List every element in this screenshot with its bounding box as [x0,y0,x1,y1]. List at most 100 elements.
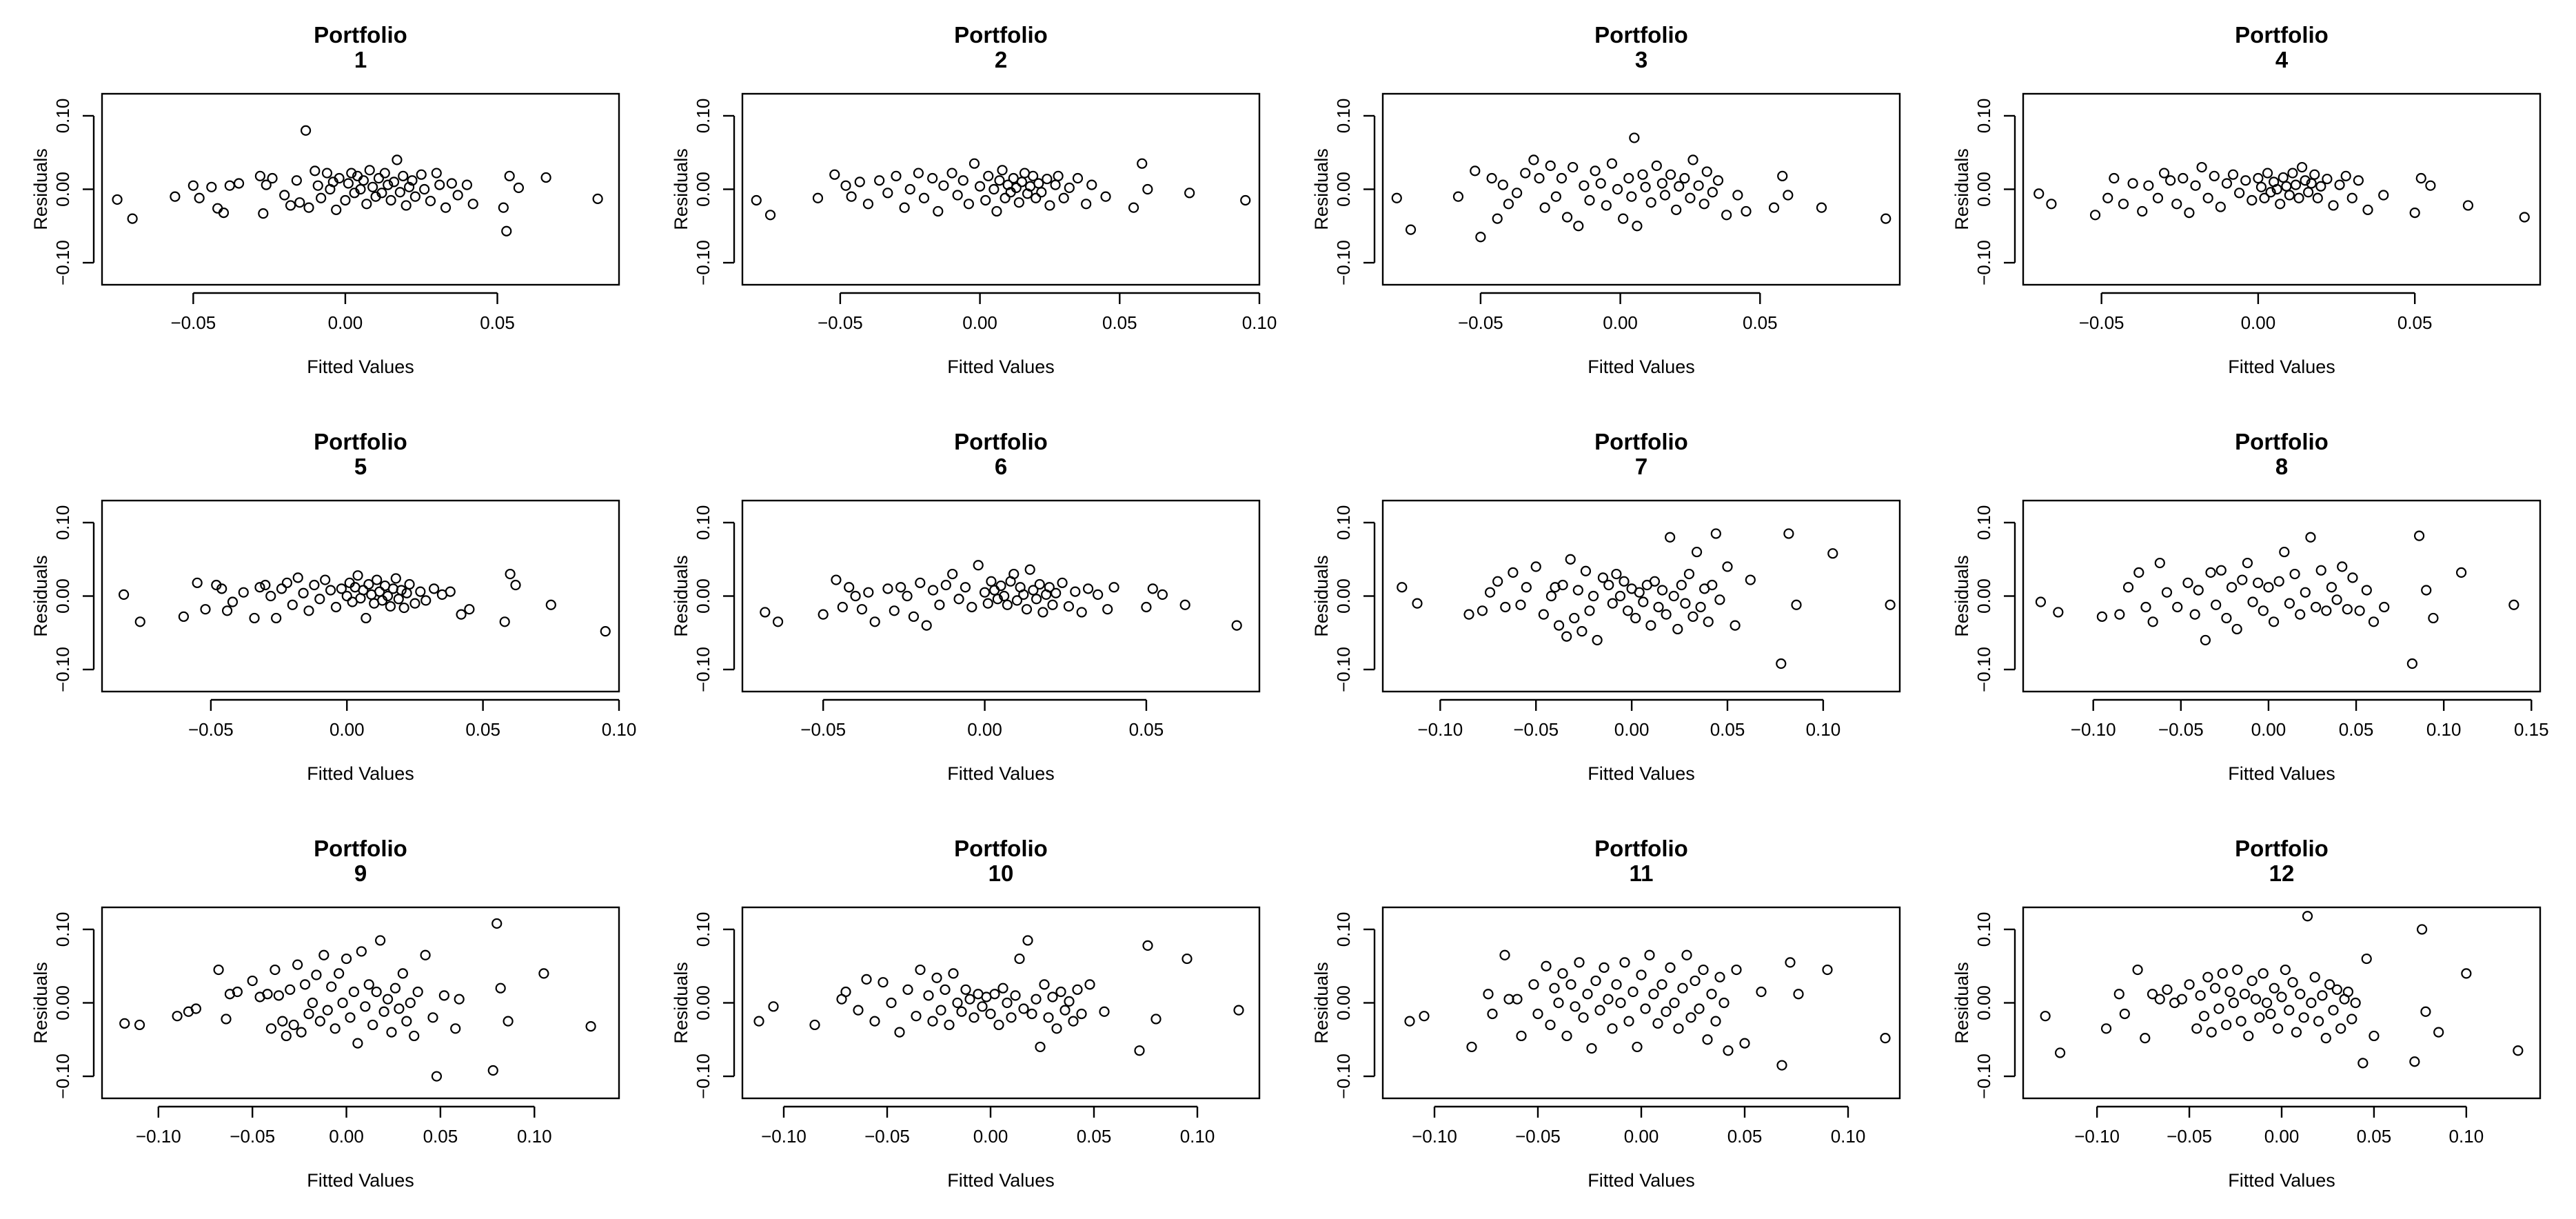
data-point [355,183,366,195]
data-point [1783,528,1794,539]
x-axis-label: Fitted Values [1588,763,1695,784]
data-point [2462,200,2474,211]
data-point [1108,582,1119,593]
data-point [2172,601,2183,613]
data-point [1579,180,1590,191]
data-point [2271,183,2282,195]
data-point [891,170,902,181]
data-point [1701,166,1712,177]
data-point [2287,977,2298,988]
data-point [1659,190,1671,201]
data-point [404,578,415,590]
data-point [312,180,323,191]
data-point [2147,616,2158,627]
data-point [412,986,423,998]
data-point [957,175,968,186]
data-point [420,949,431,960]
data-point [1710,528,1721,539]
data-point [382,994,394,1005]
data-point [1545,160,1556,172]
data-point [2378,190,2389,201]
panel-title: Portfolio [954,22,1048,48]
data-point [1614,590,1626,602]
data-point [2353,175,2364,186]
data-point [2342,986,2354,998]
data-point [1723,1045,1734,1056]
data-point [358,585,369,596]
data-point [1619,957,1630,968]
data-point [389,983,401,994]
x-axis-label: Fitted Values [947,763,1055,784]
data-point [1086,179,1097,190]
plot-frame [101,92,620,286]
data-point [1661,609,1672,620]
data-point [956,1006,967,1017]
data-point [947,568,958,580]
data-point [1722,561,1733,572]
data-point [2262,168,2273,179]
data-point [2152,192,2164,203]
data-points [118,568,611,637]
data-point [2315,565,2326,576]
data-point [853,1005,864,1016]
data-point [1580,565,1592,576]
data-point [1528,979,1539,990]
data-point [2296,161,2308,173]
x-tick-label: 0.05 [1727,1126,1763,1147]
data-point [2158,168,2170,179]
y-tick-label: 0.00 [1974,172,1994,207]
data-point [2425,180,2436,191]
data-point [1147,583,1158,594]
data-point [1037,607,1048,618]
data-point [2293,192,2304,203]
data-point [1611,979,1622,990]
data-point [862,199,874,210]
data-point [952,190,963,201]
data-point [1553,997,1564,1009]
plot-frame [1381,499,1901,693]
data-point [1100,191,1111,202]
y-axis-label: Residuals [30,555,51,637]
data-point [592,193,603,204]
data-point [2331,984,2342,995]
x-tick-label: 0.05 [2339,719,2374,740]
y-axis-label: Residuals [30,962,51,1044]
data-point [2320,1033,2331,1044]
data-point [2309,971,2320,983]
data-point [585,1020,596,1032]
data-point [367,1019,378,1031]
data-point [386,1027,397,1038]
data-point [869,1016,880,1027]
data-point [1391,192,1402,203]
data-point [513,182,525,193]
data-point [2258,968,2269,979]
data-point [2354,605,2365,616]
data-point [2328,200,2339,211]
data-point [249,612,260,624]
data-point [1031,594,1042,605]
data-point [348,986,360,998]
data-point [952,997,963,1009]
data-point [1553,620,1565,631]
data-point [299,979,311,990]
data-point [829,169,840,180]
data-point [172,1011,183,1022]
y-tick-label: −0.10 [693,647,713,692]
data-point [170,191,181,202]
plot-frame [741,499,1261,693]
x-tick-label: −0.10 [1417,719,1463,740]
data-point [2221,1019,2232,1031]
x-tick-label: 0.10 [1180,1126,1215,1147]
data-point [2147,989,2158,1000]
data-point [1011,595,1023,606]
data-point [2224,986,2235,998]
x-tick-label: −0.05 [2158,719,2204,740]
data-point [2303,187,2314,198]
data-point [2290,179,2302,190]
y-tick-label: −0.10 [52,240,73,285]
data-point [1006,1012,1017,1023]
x-axis-label: Fitted Values [307,356,414,377]
data-point [895,582,906,593]
